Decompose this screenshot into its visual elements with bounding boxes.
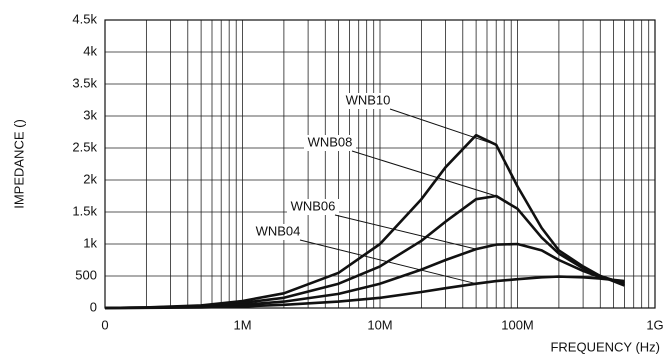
leader-line: [299, 239, 477, 285]
y-tick-label: 4.5k: [72, 11, 97, 26]
label-bg: [252, 224, 304, 240]
label-bg: [304, 135, 356, 151]
y-tick-label: 1.5k: [72, 203, 97, 218]
y-tick-label: 3k: [83, 107, 97, 122]
y-tick-label: 2.5k: [72, 139, 97, 154]
x-tick-label: 1M: [233, 317, 251, 332]
x-tick-label: 10M: [367, 317, 392, 332]
leader-line: [389, 108, 497, 146]
y-axis-label: IMPEDANCE (): [11, 119, 26, 209]
x-tick-label: 0: [101, 317, 108, 332]
x-axis-label: FREQUENCY (Hz): [550, 339, 660, 354]
line: [104, 194, 625, 310]
y-tick-label: 0: [90, 299, 97, 314]
legend-label: WNB08: [308, 134, 353, 149]
legend-label: WNB06: [291, 198, 336, 213]
leader-line: [334, 214, 477, 250]
label-bg: [342, 93, 394, 109]
y-tick-label: 2k: [83, 171, 97, 186]
plot-border: [104, 19, 656, 309]
label-bg: [287, 199, 339, 215]
y-tick-label: 1k: [83, 235, 97, 250]
y-tick-label: 4k: [83, 43, 97, 58]
legend-label: WNB04: [256, 223, 301, 238]
leader-line: [351, 150, 497, 197]
legend-label: WNB10: [346, 92, 391, 107]
line: [104, 133, 625, 310]
line: [104, 275, 625, 310]
x-tick-label: 100M: [501, 317, 534, 332]
y-tick-label: 500: [75, 267, 97, 282]
x-tick-label: 1G: [646, 317, 663, 332]
y-tick-label: 3.5k: [72, 75, 97, 90]
